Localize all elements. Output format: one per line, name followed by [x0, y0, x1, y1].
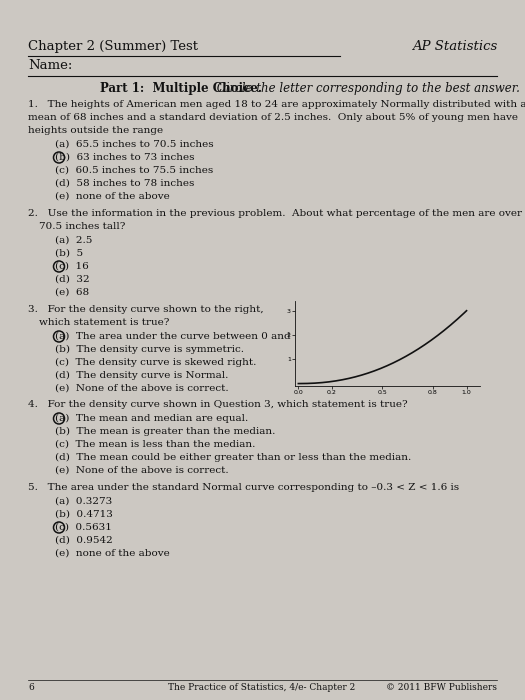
Text: (c)  0.5631: (c) 0.5631	[55, 523, 112, 532]
Text: (d)  The mean could be either greater than or less than the median.: (d) The mean could be either greater tha…	[55, 453, 411, 462]
Text: (c)  The mean is less than the median.: (c) The mean is less than the median.	[55, 440, 255, 449]
Text: Chapter 2 (Summer) Test: Chapter 2 (Summer) Test	[28, 40, 198, 53]
Text: (c)  The density curve is skewed right.: (c) The density curve is skewed right.	[55, 358, 256, 367]
Text: (d)  The density curve is Normal.: (d) The density curve is Normal.	[55, 371, 228, 380]
Text: (a)  The area under the curve between 0 and 1 is 1.: (a) The area under the curve between 0 a…	[55, 332, 326, 341]
Text: 6: 6	[28, 683, 34, 692]
Text: (e)  68: (e) 68	[55, 288, 89, 297]
Text: The Practice of Statistics, 4/e- Chapter 2: The Practice of Statistics, 4/e- Chapter…	[169, 683, 355, 692]
Text: 1.   The heights of American men aged 18 to 24 are approximately Normally distri: 1. The heights of American men aged 18 t…	[28, 100, 525, 109]
Text: (b)  The mean is greater than the median.: (b) The mean is greater than the median.	[55, 427, 276, 436]
Text: mean of 68 inches and a standard deviation of 2.5 inches.  Only about 5% of youn: mean of 68 inches and a standard deviati…	[28, 113, 518, 122]
Text: (e)  None of the above is correct.: (e) None of the above is correct.	[55, 384, 228, 393]
Text: 3.   For the density curve shown to the right,: 3. For the density curve shown to the ri…	[28, 305, 264, 314]
Text: 70.5 inches tall?: 70.5 inches tall?	[39, 222, 125, 231]
Text: 2.   Use the information in the previous problem.  About what percentage of the : 2. Use the information in the previous p…	[28, 209, 522, 218]
Text: 4.   For the density curve shown in Question 3, which statement is true?: 4. For the density curve shown in Questi…	[28, 400, 407, 409]
Text: Circle the letter corresponding to the best answer.: Circle the letter corresponding to the b…	[213, 82, 520, 95]
Text: which statement is true?: which statement is true?	[39, 318, 170, 327]
Text: © 2011 BFW Publishers: © 2011 BFW Publishers	[386, 683, 497, 692]
Text: (e)  none of the above: (e) none of the above	[55, 192, 170, 201]
Text: (e)  none of the above: (e) none of the above	[55, 549, 170, 558]
Text: (a)  The mean and median are equal.: (a) The mean and median are equal.	[55, 414, 248, 423]
Text: (d)  58 inches to 78 inches: (d) 58 inches to 78 inches	[55, 179, 194, 188]
Text: (a)  65.5 inches to 70.5 inches: (a) 65.5 inches to 70.5 inches	[55, 140, 214, 149]
Text: (b)  0.4713: (b) 0.4713	[55, 510, 113, 519]
Text: AP Statistics: AP Statistics	[412, 40, 497, 53]
Text: (a)  2.5: (a) 2.5	[55, 236, 92, 245]
Text: (c)  60.5 inches to 75.5 inches: (c) 60.5 inches to 75.5 inches	[55, 166, 213, 175]
Text: heights outside the range: heights outside the range	[28, 126, 163, 135]
Text: 5.   The area under the standard Normal curve corresponding to –0.3 < Z < 1.6 is: 5. The area under the standard Normal cu…	[28, 483, 459, 492]
Text: (b)  The density curve is symmetric.: (b) The density curve is symmetric.	[55, 345, 244, 354]
Text: (d)  0.9542: (d) 0.9542	[55, 536, 113, 545]
Text: (b)  5: (b) 5	[55, 249, 83, 258]
Text: Part 1:  Multiple Choice.: Part 1: Multiple Choice.	[100, 82, 262, 95]
Text: (a)  0.3273: (a) 0.3273	[55, 497, 112, 506]
Text: Name:: Name:	[28, 59, 72, 72]
Text: (d)  32: (d) 32	[55, 275, 90, 284]
Text: (b)  63 inches to 73 inches: (b) 63 inches to 73 inches	[55, 153, 194, 162]
Text: (c)  16: (c) 16	[55, 262, 89, 271]
Text: (e)  None of the above is correct.: (e) None of the above is correct.	[55, 466, 228, 475]
